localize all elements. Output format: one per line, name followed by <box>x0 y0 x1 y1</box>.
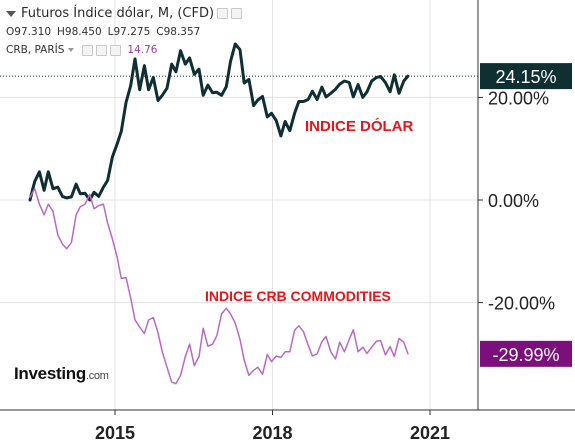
annotation-crb-commodities: INDICE CRB COMMODITIES <box>205 288 391 304</box>
y-tick-label-20.00%: 20.00% <box>488 88 549 108</box>
legend-secondary-value: 14.76 <box>127 44 158 56</box>
legend-close: C98.357 <box>156 26 201 38</box>
series-line-dollar-index <box>28 42 410 202</box>
chart-series <box>28 42 410 385</box>
x-tick-label-2018: 2018 <box>252 423 292 443</box>
price-badges: 24.15% -29.99% <box>0 63 572 367</box>
secondary-visibility-eye-icon[interactable] <box>82 44 94 56</box>
last-price-badge-crb <box>480 340 572 367</box>
legend-settings-gear-icon[interactable] <box>231 8 243 19</box>
logo-main: Investing <box>14 364 86 383</box>
annotation-dollar-index: INDICE DÓLAR <box>305 118 414 135</box>
x-tick-label-2015: 2015 <box>95 423 135 443</box>
chart-grid <box>0 0 478 410</box>
investing-logo: Investing.com <box>14 364 109 384</box>
y-tick-label--20.00%: -20.00% <box>488 294 555 314</box>
secondary-settings-gear-icon[interactable] <box>96 44 108 56</box>
legend-secondary-name: CRB, PARÍS <box>6 44 65 56</box>
legend-low: L97.275 <box>107 26 151 38</box>
legend-collapse-chevron-icon[interactable] <box>6 10 16 17</box>
legend-visibility-eye-icon[interactable] <box>217 8 229 19</box>
legend-open: O97.310 <box>6 26 52 38</box>
secondary-close-icon[interactable] <box>110 44 122 56</box>
legend-title-row: Futuros Índice dólar, M, (CFD) <box>6 6 243 21</box>
legend-high: H98.450 <box>57 26 102 38</box>
y-tick-label-0.00%: 0.00% <box>488 191 539 211</box>
legend-ohlc-row: O97.310 H98.450 L97.275 C98.357 <box>6 26 206 38</box>
series-line-crb <box>29 187 409 385</box>
last-price-badge-dollar-index <box>480 63 572 90</box>
legend-title: Futuros Índice dólar, M, (CFD) <box>21 6 215 21</box>
legend-secondary-row: CRB, PARÍS 14.76 <box>6 44 157 56</box>
logo-suffix: .com <box>85 370 109 382</box>
x-tick-label-2021: 2021 <box>410 423 450 443</box>
last-price-label-crb: -29.99% <box>492 345 559 365</box>
secondary-dropdown-chevron-icon[interactable] <box>68 48 75 52</box>
last-price-label-dollar-index: 24.15% <box>495 67 556 87</box>
